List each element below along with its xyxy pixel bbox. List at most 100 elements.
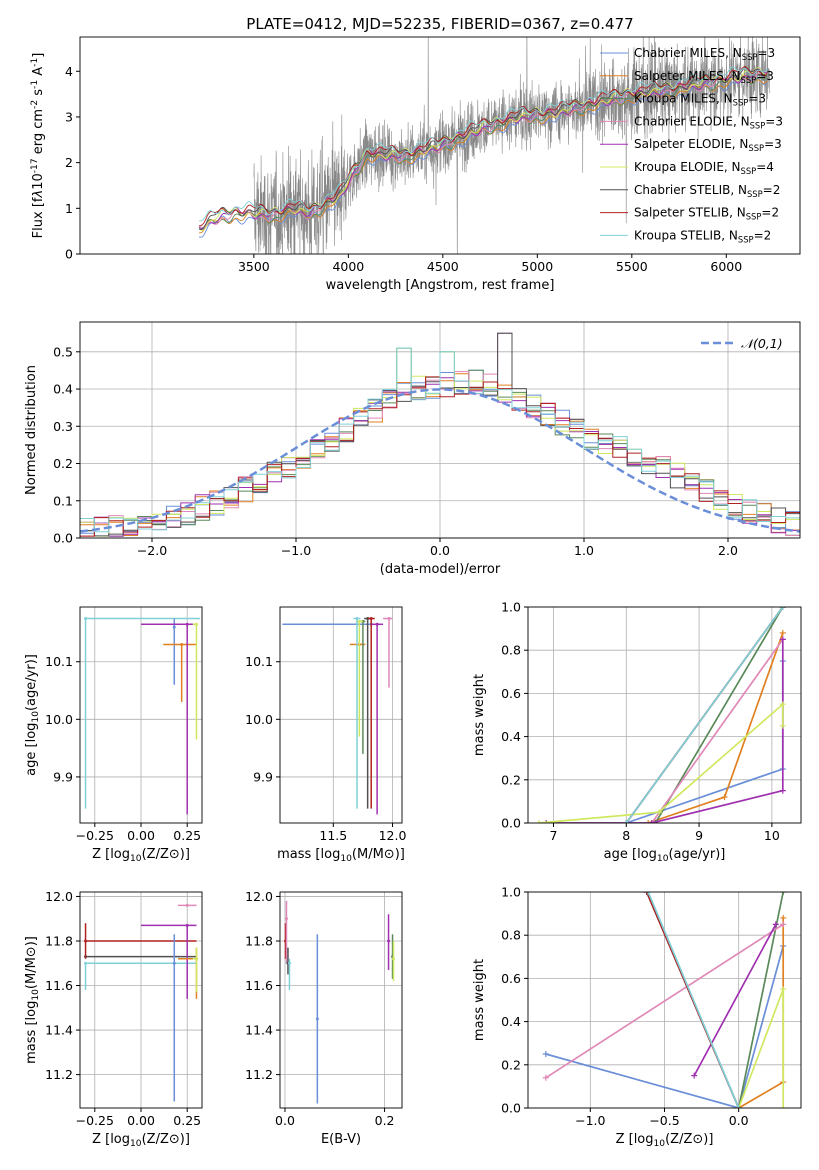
subscript: SSP	[741, 166, 757, 176]
plot-area	[535, 607, 786, 823]
y-tick-label: 10.0	[245, 712, 273, 727]
x-tick-label: −0.25	[76, 1113, 114, 1128]
x-tick-label: 0.00	[127, 828, 155, 843]
errorbar-point	[364, 617, 372, 809]
y-tick-label: 12.0	[45, 889, 73, 904]
y-tick-label: 0.6	[501, 686, 521, 701]
y-tick-label: 0.3	[53, 419, 73, 434]
y-tick-label: 0.4	[501, 1014, 521, 1029]
text-run: (M/M	[24, 957, 39, 989]
y-axis-label: age [log10​(age/yr)]	[24, 654, 41, 776]
weight-line-chabrier-elodie	[545, 923, 784, 1079]
x-axis-label: Z [log10​(Z/Z⊙)]	[92, 847, 190, 864]
weight-marker	[648, 820, 655, 823]
y-tick-label: 11.2	[45, 1067, 73, 1082]
y-tick-label: 2	[65, 155, 73, 170]
point-marker	[180, 642, 184, 646]
panel-weight_vs_age: 7 8 9 10 0.0 0.2 0.4 0.6 0.8 1.0 age [log10​(age/y…	[472, 600, 802, 864]
text-run: s	[31, 89, 46, 100]
plot-area	[282, 617, 393, 815]
text-run: wavelength [Angstrom, rest frame]	[326, 278, 555, 293]
plots: 3500 4000 4500 5000 5500 6000 0 1 2 3 4 wavelength …	[24, 36, 802, 1149]
text-run: Kroupa MILES, N	[634, 92, 733, 106]
histogram-salpeter-elodie	[80, 377, 800, 538]
panel-residuals: −2.0 −1.0 0.0 1.0 2.0 0.0 0.1 0.2 0.3 0.4 0.5 (data…	[24, 321, 801, 577]
model-line-kroupa-stelib	[199, 66, 768, 222]
text-run: Z [log	[92, 1132, 130, 1147]
text-run: Z [log	[92, 847, 130, 862]
axes-frame	[527, 606, 802, 824]
x-tick-label: 0.0	[275, 1113, 295, 1128]
legend-label: Kroupa MILES, NSSP​=3	[634, 92, 766, 108]
errorbar-point	[177, 903, 197, 907]
y-tick-label: 0.2	[501, 772, 521, 787]
weight-marker	[780, 892, 787, 895]
weight-line-kroupa-elodie	[538, 702, 784, 823]
x-tick-label: 7	[550, 828, 558, 843]
x-tick-label: 0.2	[375, 1113, 395, 1128]
legend-label: 𝒩(0,1)	[741, 336, 783, 351]
point-marker	[315, 1017, 319, 1021]
plot-area	[542, 892, 787, 1108]
errorbar-point	[192, 947, 198, 993]
x-tick-label: −1.0	[575, 1113, 605, 1128]
text-run: =3	[756, 69, 774, 83]
subscript: SSP	[742, 52, 758, 62]
observed-spectrum	[253, 37, 771, 254]
y-tick-label: 0.0	[53, 531, 73, 546]
text-run: mass [log	[277, 847, 340, 862]
point-marker	[185, 903, 189, 907]
errorbar-point	[353, 617, 361, 809]
axes-frame	[279, 891, 403, 1109]
y-tick-label: 0.0	[501, 816, 521, 831]
errorbar-point	[387, 914, 391, 970]
text-run: =3	[764, 137, 782, 151]
errorbar-point	[315, 934, 319, 1104]
x-tick-label: 10	[764, 828, 780, 843]
text-run: Salpeter STELIB, N	[634, 206, 746, 220]
x-tick-label: 9	[695, 828, 703, 843]
text-run: =3	[748, 92, 766, 106]
weight-line-kroupa-stelib	[647, 892, 740, 1108]
y-tick-label: 3	[65, 109, 73, 124]
weight-marker	[645, 820, 652, 823]
superscript: -17	[30, 158, 40, 173]
subscript: SSP	[746, 212, 762, 222]
legend-label: Chabrier MILES, NSSP​=3	[634, 46, 775, 62]
text-run: =2	[763, 183, 781, 197]
x-tick-label: 5500	[616, 259, 648, 274]
y-tick-label: 0.2	[501, 1057, 521, 1072]
legend-label: Kroupa ELODIE, NSSP​=4	[634, 160, 774, 176]
y-tick-label: 0.4	[53, 382, 73, 397]
x-tick-label: −0.25	[76, 828, 114, 843]
point-marker	[355, 617, 359, 621]
text-run: )]	[180, 1132, 190, 1147]
errorbar-point	[172, 934, 176, 1102]
x-tick-label: −1.0	[281, 543, 311, 558]
weight-marker	[780, 921, 787, 928]
text-run: Flux [f	[31, 197, 46, 238]
axes-frame	[79, 36, 801, 255]
subscript: 10	[340, 854, 352, 864]
text-run: =3	[757, 46, 775, 60]
weight-marker	[542, 1074, 549, 1081]
math-run: λ	[31, 190, 46, 199]
text-run: =2	[761, 206, 779, 220]
weight-marker	[780, 914, 787, 921]
text-run: (age/yr)]	[24, 654, 39, 711]
y-tick-label: 12.0	[245, 889, 273, 904]
subscript: SSP	[741, 75, 757, 85]
axes-frame	[279, 606, 403, 824]
errorbar-point	[192, 622, 198, 740]
point-marker	[369, 617, 373, 621]
weight-marker	[643, 892, 650, 895]
y-tick-label: 0.6	[501, 971, 521, 986]
text-run: age [log	[24, 723, 39, 776]
text-run: 10	[31, 173, 46, 190]
weight-line-salpeter-elodie	[693, 923, 777, 1077]
subscript: 10	[657, 854, 669, 864]
y-tick-label: 10.1	[45, 654, 73, 669]
text-run: Kroupa STELIB, N	[634, 228, 738, 242]
text-run: =4	[756, 160, 774, 174]
text-run: (Z/Z	[142, 1132, 169, 1147]
